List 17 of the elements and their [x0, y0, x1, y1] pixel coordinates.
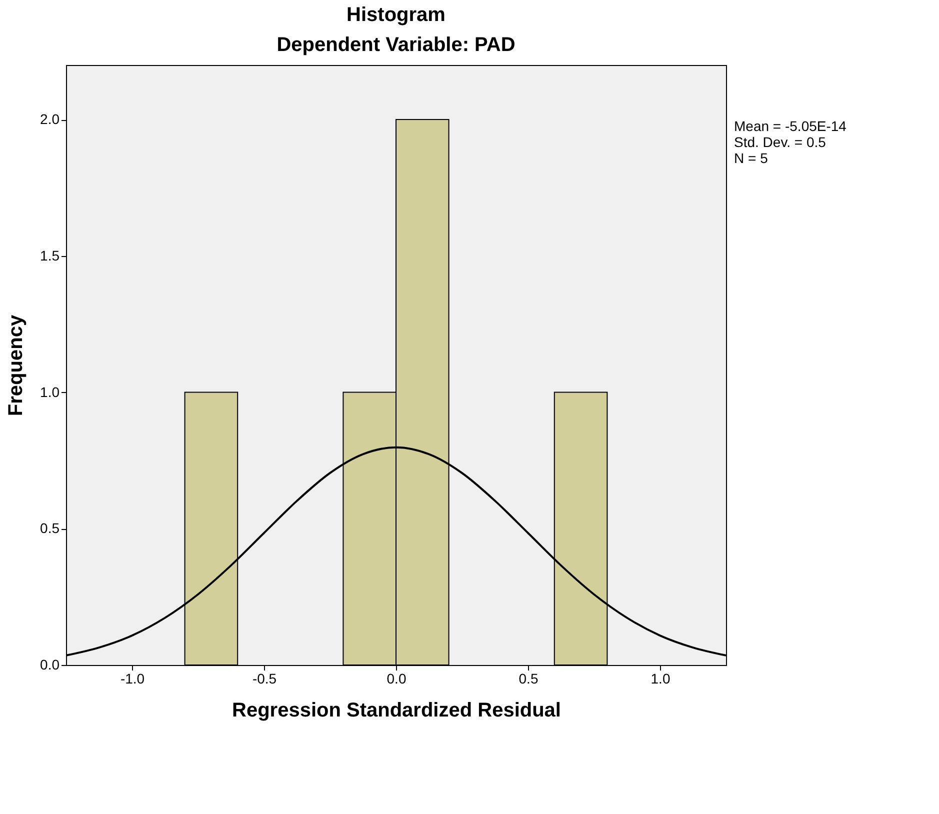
- text: Mean = -5.05E-14: [734, 118, 847, 134]
- y-tick-label: 1.0: [40, 384, 60, 400]
- text: N = 5: [734, 150, 768, 166]
- y-tick-label: 2.0: [40, 111, 60, 128]
- text: Std. Dev. = 0.5: [734, 134, 826, 150]
- y-tick-label: 1.5: [40, 247, 60, 264]
- y-axis-title: Frequency: [5, 314, 28, 416]
- chart-title: Histogram: [346, 4, 446, 26]
- y-tick-label: 0.0: [40, 656, 60, 672]
- x-tick-label: 1.0: [650, 670, 670, 686]
- chart-subtitle: Dependent Variable: PAD: [276, 34, 516, 56]
- x-tick-label: 0.5: [518, 670, 538, 686]
- x-axis-title: Regression Standardized Residual: [232, 700, 561, 722]
- x-tick-label: -0.5: [252, 670, 277, 686]
- y-tick-label: 0.5: [40, 520, 60, 536]
- x-tick-label: 0.0: [386, 670, 406, 686]
- x-tick-label: -1.0: [120, 670, 145, 686]
